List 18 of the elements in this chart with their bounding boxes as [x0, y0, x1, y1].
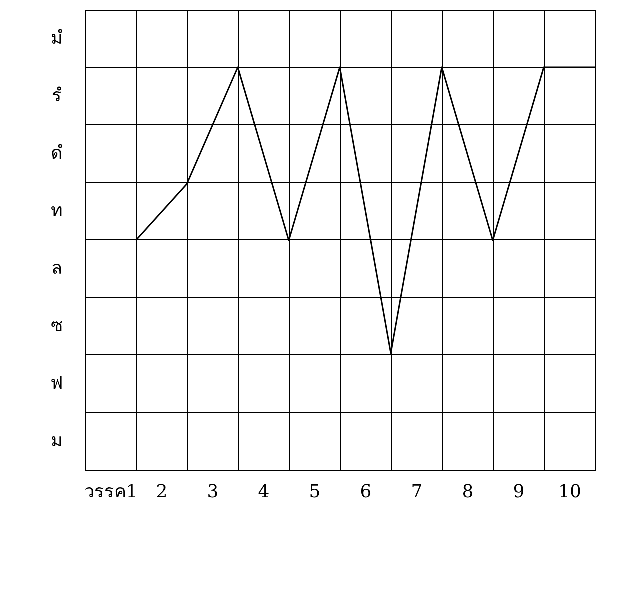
x-tick-label: 9: [513, 482, 525, 502]
text: ท: [51, 200, 63, 222]
x-tick-label: 2: [156, 482, 168, 502]
text: ล: [52, 258, 62, 279]
x-tick-label: 3: [207, 482, 219, 502]
x-tick-label: 8: [462, 482, 474, 502]
text: รํ: [52, 85, 62, 106]
x-tick-label: 5: [309, 482, 321, 502]
x-tick-label: 6: [360, 482, 372, 502]
x-tick-label: วรรค1: [84, 482, 138, 502]
x-tick-label: 7: [411, 482, 423, 502]
x-tick-label: 4: [258, 482, 270, 502]
text: ดํ: [51, 142, 63, 164]
text: ม: [51, 430, 63, 452]
text: ซ: [51, 315, 63, 336]
text: มํ: [51, 28, 63, 49]
text: ฟ: [50, 372, 64, 394]
x-tick-label: 10: [558, 482, 582, 502]
